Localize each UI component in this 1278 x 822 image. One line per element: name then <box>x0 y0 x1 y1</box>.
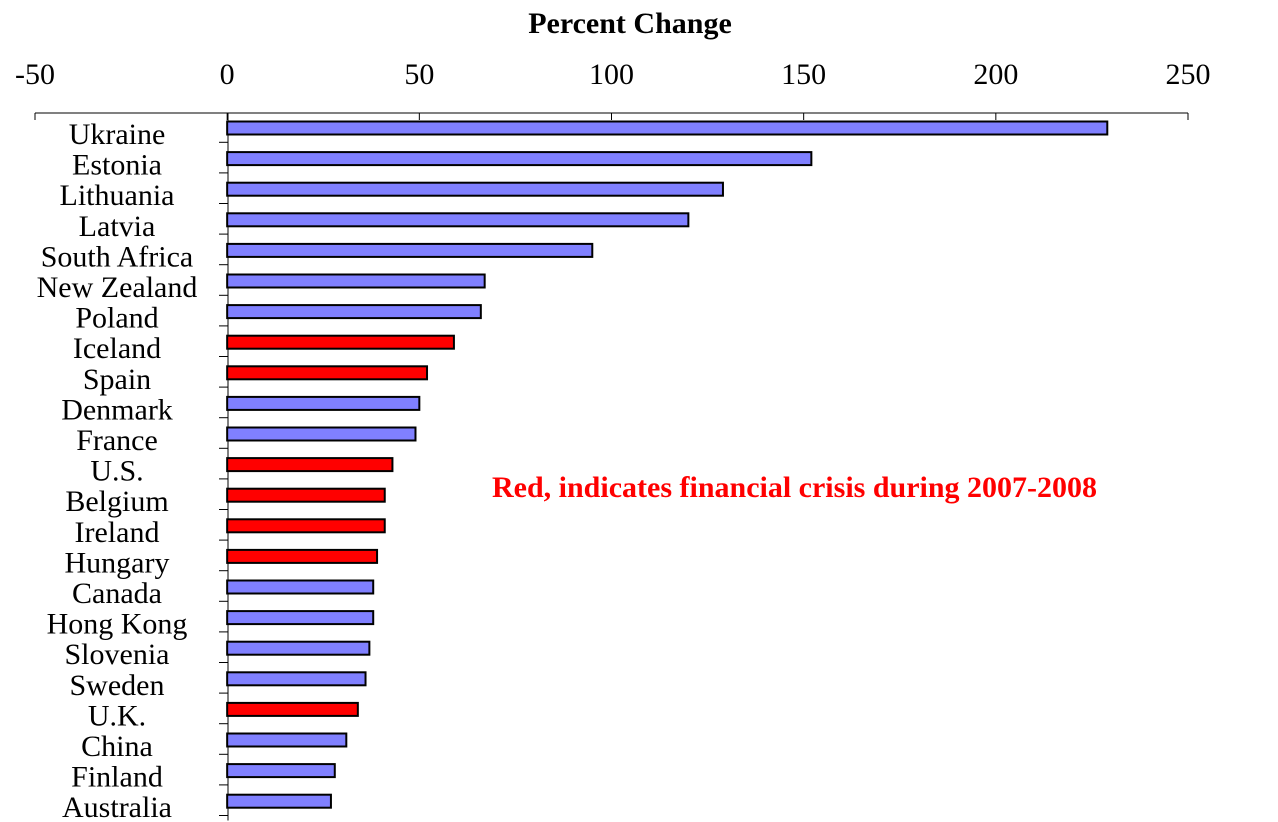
bar <box>226 793 332 809</box>
bar <box>226 487 386 503</box>
bar <box>226 151 813 167</box>
category-label: Canada <box>72 577 162 610</box>
bar <box>226 273 486 289</box>
category-label: Estonia <box>72 149 162 182</box>
x-axis-title: Percent Change <box>528 7 732 40</box>
bar <box>226 120 1109 136</box>
category-label: South Africa <box>41 240 193 273</box>
category-label: Denmark <box>61 393 173 426</box>
bar <box>226 640 371 656</box>
category-label: Belgium <box>65 485 168 518</box>
x-tick-label: 0 <box>220 58 235 91</box>
bar <box>226 763 336 779</box>
bars <box>226 120 1109 809</box>
bar <box>226 671 367 687</box>
bar <box>226 579 375 595</box>
category-label: Hong Kong <box>47 608 188 641</box>
crisis-annotation: Red, indicates financial crisis during 2… <box>492 471 1097 504</box>
category-label: Sweden <box>70 669 165 702</box>
category-label: China <box>81 730 153 763</box>
bar <box>226 365 429 381</box>
category-label: France <box>76 424 158 457</box>
category-label: Hungary <box>65 546 170 579</box>
category-label: Latvia <box>79 210 156 243</box>
category-label: U.S. <box>90 455 143 488</box>
bar <box>226 395 421 411</box>
category-label: Finland <box>71 761 163 794</box>
bar <box>226 181 724 197</box>
bar <box>226 701 359 717</box>
bar <box>226 426 417 442</box>
category-label: Ireland <box>75 516 160 549</box>
bar <box>226 548 379 564</box>
bar <box>226 242 594 258</box>
bar <box>226 457 394 473</box>
x-tick-label: 50 <box>404 58 434 91</box>
category-label: Ukraine <box>69 118 166 151</box>
bar <box>226 518 386 534</box>
bar <box>226 732 348 748</box>
x-axis: -50 0 50 100 150 200 250 <box>15 58 1211 821</box>
bar <box>226 304 482 320</box>
x-tick-label: 150 <box>781 58 826 91</box>
bar <box>226 212 690 228</box>
x-tick-label: -50 <box>15 58 55 91</box>
category-label: Poland <box>75 302 158 335</box>
bar <box>226 610 375 626</box>
category-label: Iceland <box>73 332 161 365</box>
category-label: Lithuania <box>60 179 175 212</box>
bar <box>226 334 455 350</box>
category-label: Spain <box>83 363 151 396</box>
category-label: U.K. <box>88 699 146 732</box>
category-label: Slovenia <box>65 638 170 671</box>
x-tick-label: 100 <box>589 58 634 91</box>
category-label: Australia <box>62 791 172 822</box>
x-tick-label: 200 <box>973 58 1018 91</box>
category-label: New Zealand <box>37 271 198 304</box>
x-tick-label: 250 <box>1166 58 1211 91</box>
